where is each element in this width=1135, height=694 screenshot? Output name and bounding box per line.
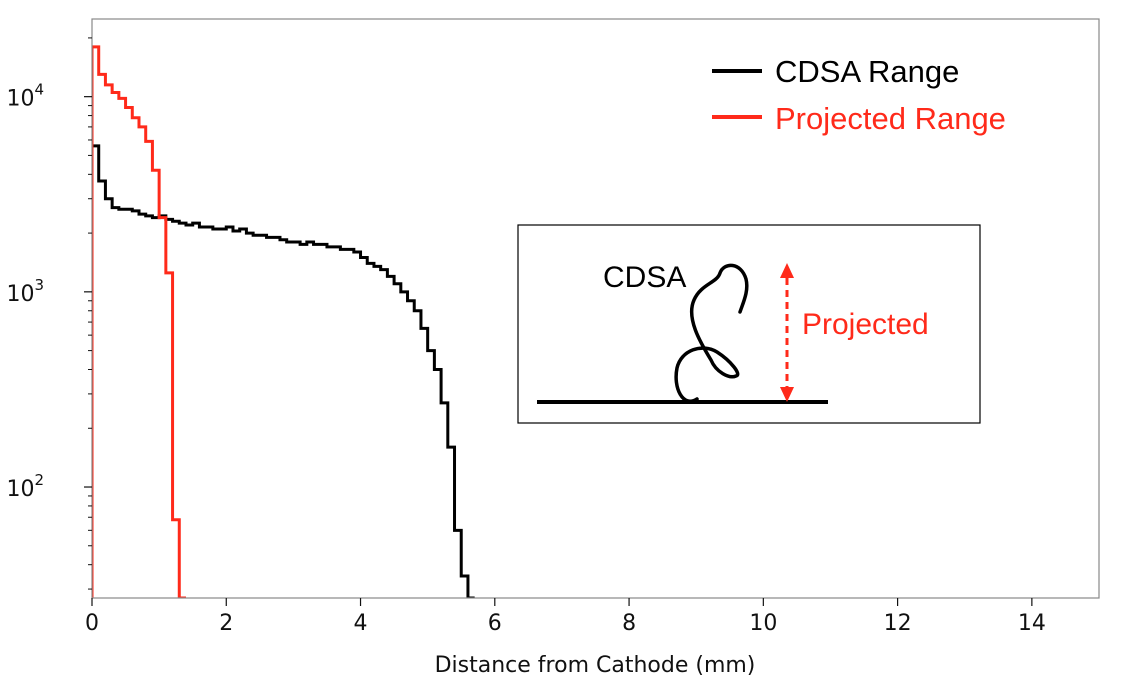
- x-tick-label: 12: [884, 611, 912, 636]
- x-tick-label: 0: [85, 611, 99, 636]
- y-tick-label: 103: [6, 276, 44, 307]
- y-tick-label: 102: [6, 471, 44, 502]
- y-tick-exponent: 2: [34, 471, 44, 489]
- inset-arrowhead-down: [780, 387, 794, 402]
- plot-marks-group: [92, 45, 475, 598]
- x-tick-label: 6: [488, 611, 502, 636]
- y-tick-exponent: 4: [34, 81, 44, 99]
- x-tick-label: 14: [1018, 611, 1046, 636]
- x-axis: 0 2 4 6 8 10 12 14: [85, 598, 1046, 636]
- y-axis: 102 103 104: [6, 37, 92, 590]
- legend: CDSA Range Projected Range: [712, 54, 1006, 136]
- y-tick-label: 104: [6, 81, 44, 112]
- x-axis-title: Distance from Cathode (mm): [435, 653, 756, 678]
- x-tick-label: 8: [622, 611, 636, 636]
- x-tick-label: 2: [219, 611, 233, 636]
- plot-frame: [91, 18, 1100, 599]
- inset-frame: [517, 224, 981, 424]
- series-line-cdsa-range: [92, 144, 475, 598]
- series-line-projected-range: [92, 45, 186, 598]
- legend-label-cdsa: CDSA Range: [775, 54, 959, 89]
- legend-label-projected: Projected Range: [775, 101, 1006, 136]
- inset-projected-label: Projected: [802, 308, 929, 341]
- x-tick-label: 4: [354, 611, 368, 636]
- x-tick-label: 10: [749, 611, 777, 636]
- inset-arrowhead-up: [780, 263, 794, 278]
- inset-cdsa-label: CDSA: [603, 261, 686, 294]
- y-tick-exponent: 3: [34, 276, 44, 294]
- inset-diagram: CDSA Projected: [517, 224, 981, 424]
- inset-cdsa-trajectory: [674, 263, 749, 403]
